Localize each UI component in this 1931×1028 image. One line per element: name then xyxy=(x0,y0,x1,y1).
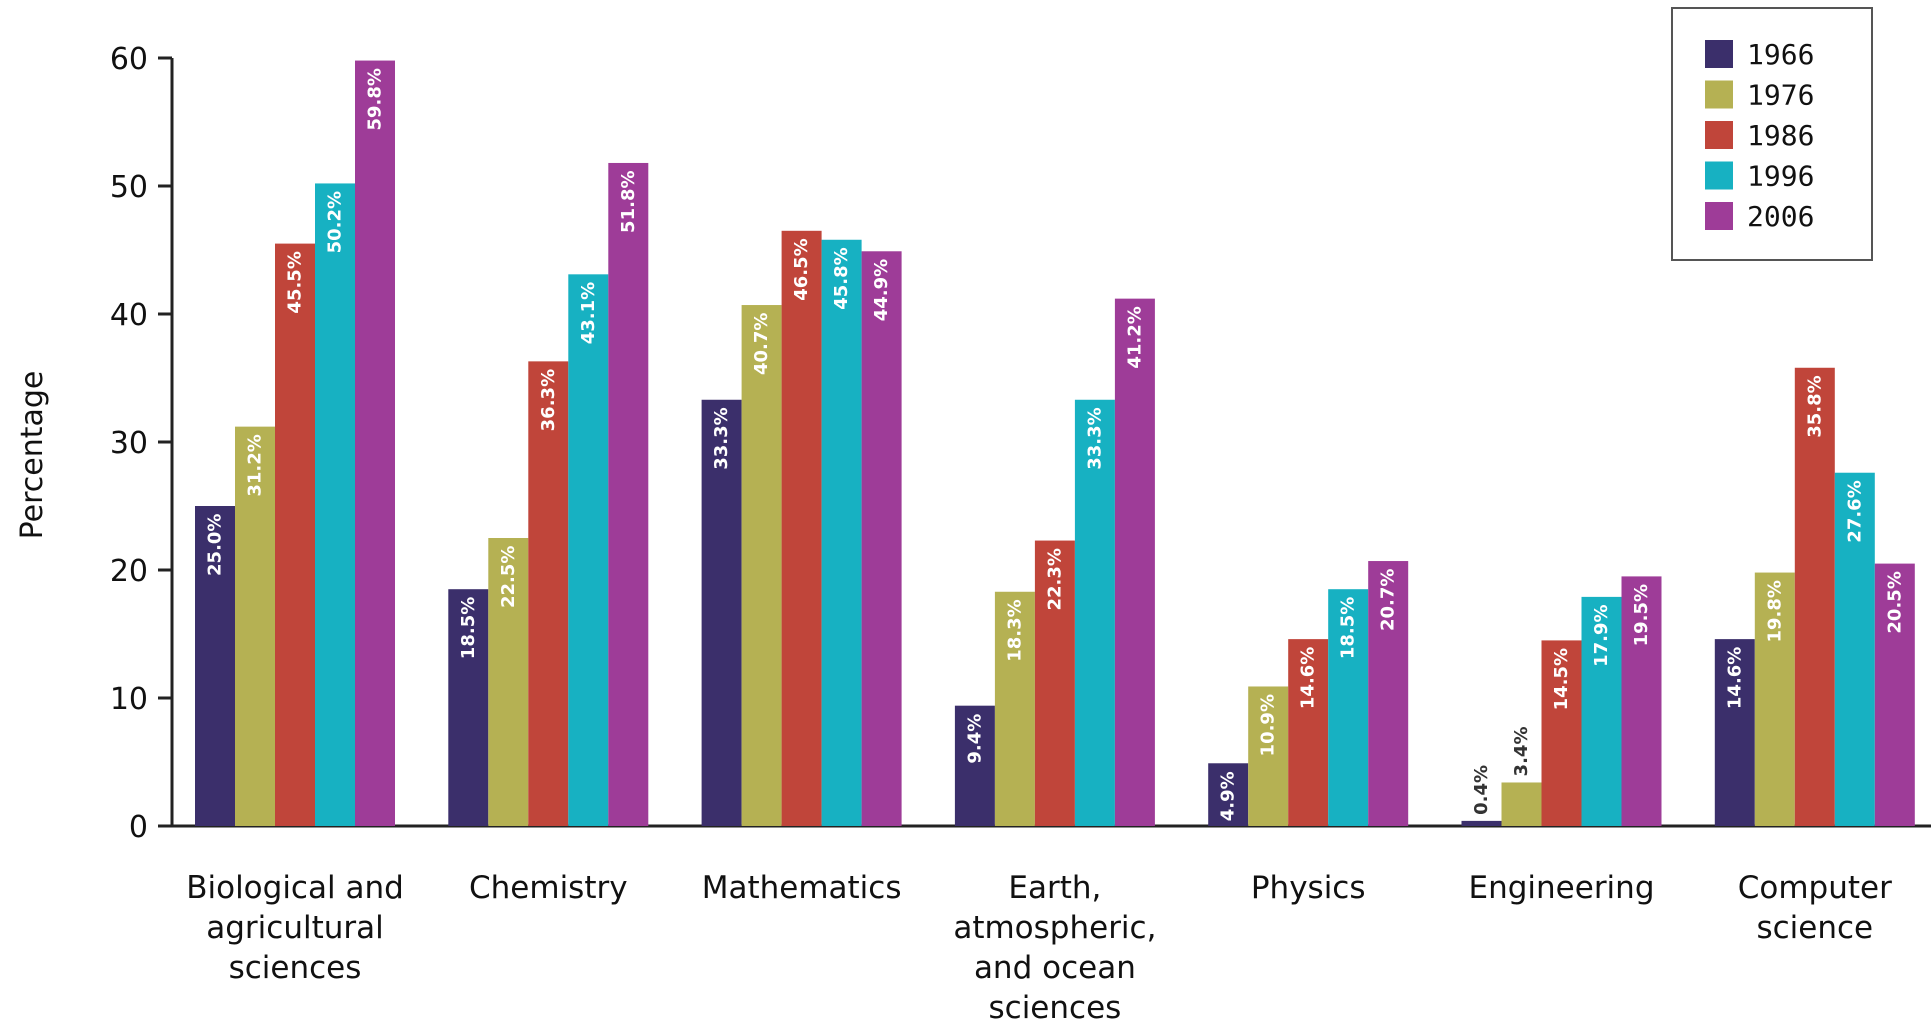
category-label: Earth, atmospheric, and ocean sciences xyxy=(953,870,1156,1026)
legend-swatch xyxy=(1705,202,1733,230)
legend-label: 1996 xyxy=(1747,160,1814,193)
bar xyxy=(994,591,1035,826)
bar xyxy=(1834,472,1875,826)
bar-data-label: 18.5% xyxy=(1338,597,1359,659)
legend-swatch xyxy=(1705,121,1733,149)
bar xyxy=(1714,639,1755,826)
y-axis-title: Percentage xyxy=(15,371,50,540)
category-label: Engineering xyxy=(1469,870,1655,906)
y-tick-label: 0 xyxy=(129,810,148,845)
category-label: Chemistry xyxy=(469,870,628,906)
bar xyxy=(1248,686,1289,826)
bar-data-label: 46.5% xyxy=(791,238,812,300)
legend-swatch xyxy=(1705,161,1733,190)
y-tick-label: 10 xyxy=(110,682,148,717)
bar-data-label: 19.5% xyxy=(1631,584,1652,646)
bar-data-label: 17.9% xyxy=(1591,604,1612,666)
bar xyxy=(1114,298,1155,826)
bar xyxy=(1874,563,1915,826)
bar-data-label: 40.7% xyxy=(751,313,772,375)
bar xyxy=(528,361,569,826)
bar-data-label: 14.6% xyxy=(1724,647,1745,709)
bar xyxy=(488,538,529,826)
bar xyxy=(568,274,609,826)
bar-data-label: 36.3% xyxy=(538,369,559,431)
legend-swatch xyxy=(1705,40,1733,68)
bar-data-label: 43.1% xyxy=(578,282,599,344)
bar xyxy=(781,230,822,827)
bar-data-label: 31.2% xyxy=(245,434,266,496)
bar xyxy=(1581,596,1622,826)
bar-data-label: 18.3% xyxy=(1004,599,1025,661)
bar-data-label: 45.8% xyxy=(831,247,852,309)
bar xyxy=(954,705,995,826)
category-labels: Biological and agricultural sciences Chemis… xyxy=(186,870,1892,1026)
legend-label: 2006 xyxy=(1747,200,1814,233)
bar xyxy=(1754,572,1795,826)
legend-label: 1966 xyxy=(1747,38,1814,71)
bar xyxy=(195,506,235,826)
bar-data-label: 22.3% xyxy=(1044,548,1065,610)
bar-data-label: 0.4% xyxy=(1471,765,1492,815)
y-tick-label: 30 xyxy=(110,426,148,461)
bar-data-label: 14.6% xyxy=(1298,647,1319,709)
bar xyxy=(1794,367,1835,826)
bar-data-label: 41.2% xyxy=(1124,306,1145,368)
bar-data-label: 22.5% xyxy=(498,546,519,608)
bar-data-label: 27.6% xyxy=(1844,480,1865,542)
bar-data-label: 59.8% xyxy=(365,68,386,130)
bar-data-label: 44.9% xyxy=(871,259,892,321)
bar xyxy=(275,243,315,827)
bar xyxy=(448,589,489,826)
bar xyxy=(608,162,649,826)
legend-swatch xyxy=(1705,80,1733,109)
bar xyxy=(1034,540,1075,826)
category-label: Mathematics xyxy=(702,870,902,906)
bar xyxy=(1328,589,1369,826)
bar xyxy=(1368,561,1409,826)
bar-data-label: 19.8% xyxy=(1764,580,1785,642)
chart-bars: 25.0% 31.2% 45.5% 50.2% 59.8% 18.5% 22.5% 36.3%… xyxy=(195,60,1915,827)
chart-legend: 1966 1976 1986 1996 2006 xyxy=(1671,7,1873,261)
category-label: Physics xyxy=(1251,870,1366,906)
legend-label: 1986 xyxy=(1747,119,1814,152)
bar xyxy=(315,183,355,826)
legend-label: 1976 xyxy=(1747,79,1814,112)
bar xyxy=(1208,763,1249,826)
bar xyxy=(1461,820,1502,826)
bar-data-label: 9.4% xyxy=(964,714,985,764)
bar xyxy=(1288,639,1329,826)
bar-data-label: 50.2% xyxy=(325,191,346,253)
bar xyxy=(1621,576,1662,826)
bar-data-label: 10.9% xyxy=(1258,694,1279,756)
bar xyxy=(1541,640,1582,826)
bar-data-label: 51.8% xyxy=(618,170,639,232)
category-label: Computer science xyxy=(1738,870,1892,946)
y-tick-label: 50 xyxy=(110,170,148,205)
bar xyxy=(1501,782,1542,826)
bar xyxy=(355,60,395,827)
bar-data-label: 33.3% xyxy=(711,407,732,469)
bar-data-label: 25.0% xyxy=(205,514,226,576)
bar xyxy=(821,239,862,826)
y-tick-label: 40 xyxy=(110,298,148,333)
bar-data-label: 4.9% xyxy=(1218,771,1239,821)
bar-data-label: 45.5% xyxy=(285,251,306,313)
bar xyxy=(741,305,782,826)
y-tick-label: 20 xyxy=(110,554,148,589)
bar-data-label: 33.3% xyxy=(1084,407,1105,469)
bar-data-label: 20.7% xyxy=(1378,569,1399,631)
bar-data-label: 14.5% xyxy=(1551,648,1572,710)
bar-data-label: 3.4% xyxy=(1511,727,1532,777)
bar xyxy=(1074,399,1115,826)
y-tick-label: 60 xyxy=(110,42,148,77)
bar xyxy=(235,426,275,826)
bar-data-label: 35.8% xyxy=(1804,375,1825,437)
bar-data-label: 18.5% xyxy=(458,597,479,659)
bar-data-label: 20.5% xyxy=(1884,571,1905,633)
bar xyxy=(861,251,902,826)
bar xyxy=(701,399,742,826)
category-label: Biological and agricultural sciences xyxy=(186,870,404,986)
